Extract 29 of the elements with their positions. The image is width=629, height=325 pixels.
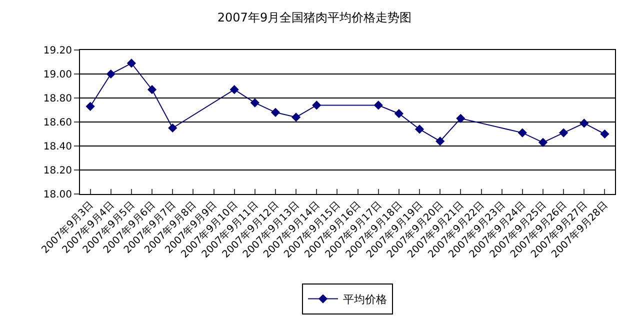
point (414, 124, 424, 134)
y-tick-label: 19.20 (43, 46, 72, 56)
y-tick-label: 18.80 (43, 94, 72, 104)
point (147, 85, 157, 94)
y-tick-label: 18.40 (43, 142, 72, 152)
legend-label: 平均价格 (343, 293, 387, 306)
point (106, 69, 116, 79)
point (559, 128, 568, 138)
point (312, 100, 322, 110)
y-tick-label: 18.00 (43, 190, 72, 200)
point (270, 108, 280, 117)
point (580, 118, 589, 128)
point (518, 128, 527, 138)
point (86, 102, 95, 111)
point (538, 138, 548, 147)
point (456, 114, 466, 123)
y-tick-label: 18.20 (43, 166, 72, 176)
point (250, 98, 260, 108)
point (126, 58, 136, 68)
point (230, 85, 239, 94)
point (600, 129, 610, 139)
y-tick-label: 18.60 (43, 118, 72, 128)
point (374, 100, 383, 110)
point (394, 109, 404, 118)
point (292, 112, 301, 122)
y-tick-label: 19.00 (43, 70, 72, 80)
point (436, 136, 445, 146)
point (168, 123, 178, 133)
chart-title: 2007年9月全国猪肉平均价格走势图 (217, 10, 412, 24)
